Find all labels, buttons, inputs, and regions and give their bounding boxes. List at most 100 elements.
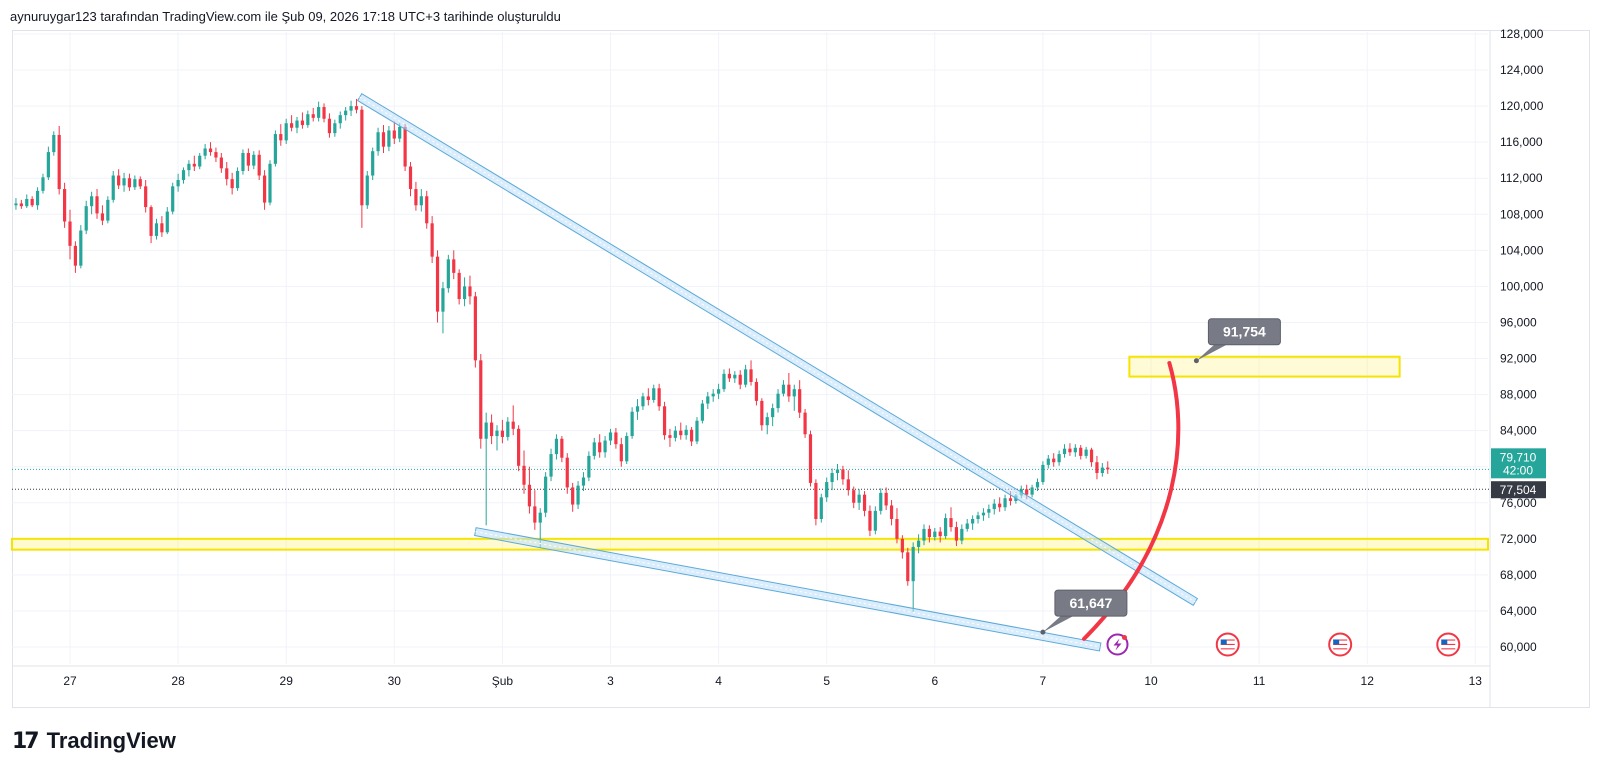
candle-body xyxy=(987,509,991,513)
price-label-text: 77,504 xyxy=(1500,483,1537,497)
candle-body xyxy=(284,123,288,141)
candle-body xyxy=(117,175,121,186)
candle-body xyxy=(1068,448,1072,453)
callout-text: 61,647 xyxy=(1069,595,1112,611)
candle-body xyxy=(338,115,342,124)
y-tick-label: 108,000 xyxy=(1500,207,1544,221)
candle-body xyxy=(106,199,110,221)
candle-body xyxy=(906,552,910,582)
candle-body xyxy=(1030,487,1034,495)
candle-body xyxy=(619,444,623,462)
candle-body xyxy=(625,436,629,462)
candle-body xyxy=(587,455,591,478)
candle-body xyxy=(1079,447,1083,456)
candle-body xyxy=(468,286,472,297)
candle-body xyxy=(506,421,510,437)
support-zone xyxy=(11,537,1489,551)
candle-body xyxy=(938,531,942,537)
candle-body xyxy=(911,546,915,582)
candle-body xyxy=(565,457,569,488)
flag-canton xyxy=(1333,639,1340,645)
candle-body xyxy=(927,528,931,538)
candle-body xyxy=(976,515,980,519)
candle-body xyxy=(533,506,537,523)
flag-stripe xyxy=(1441,646,1456,648)
candle-body xyxy=(517,428,521,466)
candle-body xyxy=(635,406,640,412)
grid-layer xyxy=(12,32,1488,664)
candle-body xyxy=(511,421,515,429)
candle-body xyxy=(349,106,353,111)
candle-body xyxy=(14,203,18,206)
chart-caption: aynuruygar123 tarafından TradingView.com… xyxy=(10,9,561,24)
price-label-bg xyxy=(1491,481,1546,499)
drawing-layer: 91,754 61,647 xyxy=(356,92,1461,657)
candle-body xyxy=(689,429,694,442)
candle-body xyxy=(398,126,402,139)
candle-body xyxy=(700,403,704,421)
chart-frame[interactable] xyxy=(12,30,1590,708)
candle-body xyxy=(544,476,548,513)
candle-body xyxy=(138,179,142,187)
y-tick-label: 128,000 xyxy=(1500,27,1544,41)
candle-body xyxy=(376,132,380,152)
candle-body xyxy=(1041,464,1045,483)
candle-body xyxy=(1046,458,1050,465)
candle-body xyxy=(727,373,732,379)
candle-body xyxy=(792,389,796,397)
candle-body xyxy=(387,130,391,147)
y-tick-label: 116,000 xyxy=(1500,135,1543,149)
y-tick-label: 68,000 xyxy=(1500,568,1537,582)
candle-body xyxy=(765,417,769,426)
candle-body xyxy=(344,110,348,116)
y-tick-label: 96,000 xyxy=(1500,315,1537,329)
candle-body xyxy=(916,540,921,547)
reference-price-label: 77,504 xyxy=(1491,481,1546,499)
candle-body xyxy=(235,171,240,189)
candle-body xyxy=(841,469,845,480)
y-tick-label: 104,000 xyxy=(1500,243,1544,257)
candle-body xyxy=(495,430,499,437)
candle-body xyxy=(954,527,959,541)
flag-stripe xyxy=(1220,646,1235,648)
flag-stripe xyxy=(1220,641,1235,643)
candle-body xyxy=(803,412,807,435)
candle-body xyxy=(825,482,829,498)
candle-body xyxy=(808,434,813,483)
x-tick-label: 13 xyxy=(1469,674,1483,688)
candle-body xyxy=(900,538,904,553)
candle-body xyxy=(522,465,526,485)
candle-body xyxy=(322,107,326,119)
flag-stripe xyxy=(1220,639,1235,641)
candle-body xyxy=(300,120,305,126)
candle-body xyxy=(165,211,169,233)
candle-body xyxy=(1035,482,1040,488)
flag-stripe xyxy=(1333,648,1348,650)
tradingview-logo-text: TradingView xyxy=(46,728,176,753)
lower-trendline-band xyxy=(474,527,1102,652)
candle-body xyxy=(673,430,677,438)
candle-body xyxy=(149,207,153,236)
candle-body xyxy=(971,518,975,524)
axis-layer: 60,00064,00068,00072,00076,00080,00084,0… xyxy=(12,27,1546,708)
candle-body xyxy=(754,381,759,401)
candle-body xyxy=(1100,467,1104,474)
flag-stripe xyxy=(1441,643,1456,645)
candle-body xyxy=(208,148,213,153)
candle-body xyxy=(592,442,596,456)
candle-body xyxy=(230,179,234,189)
us-flag-event-icon xyxy=(1328,632,1353,657)
candle-body xyxy=(776,393,780,409)
candle-body xyxy=(257,154,261,176)
x-tick-label: 28 xyxy=(171,674,185,688)
tradingview-logo[interactable]: 17 TradingView xyxy=(12,728,176,754)
candle-body xyxy=(127,178,132,188)
candle-body xyxy=(992,503,996,510)
candle-body xyxy=(241,152,245,172)
candle-body xyxy=(1062,448,1067,455)
candle-body xyxy=(425,196,429,224)
candle-body xyxy=(479,360,483,439)
candle-body xyxy=(187,163,191,171)
candle-body xyxy=(57,134,61,190)
